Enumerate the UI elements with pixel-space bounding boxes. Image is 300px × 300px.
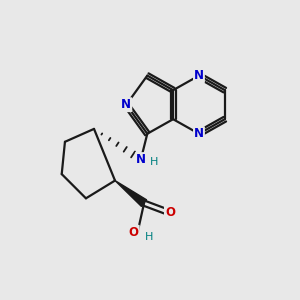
- Text: O: O: [129, 226, 139, 239]
- Text: H: H: [145, 232, 153, 242]
- Text: N: N: [136, 153, 146, 166]
- Text: H: H: [150, 157, 159, 167]
- Polygon shape: [115, 181, 147, 206]
- Text: N: N: [121, 98, 131, 111]
- Text: N: N: [194, 69, 204, 82]
- Text: N: N: [194, 127, 204, 140]
- Text: O: O: [165, 206, 175, 219]
